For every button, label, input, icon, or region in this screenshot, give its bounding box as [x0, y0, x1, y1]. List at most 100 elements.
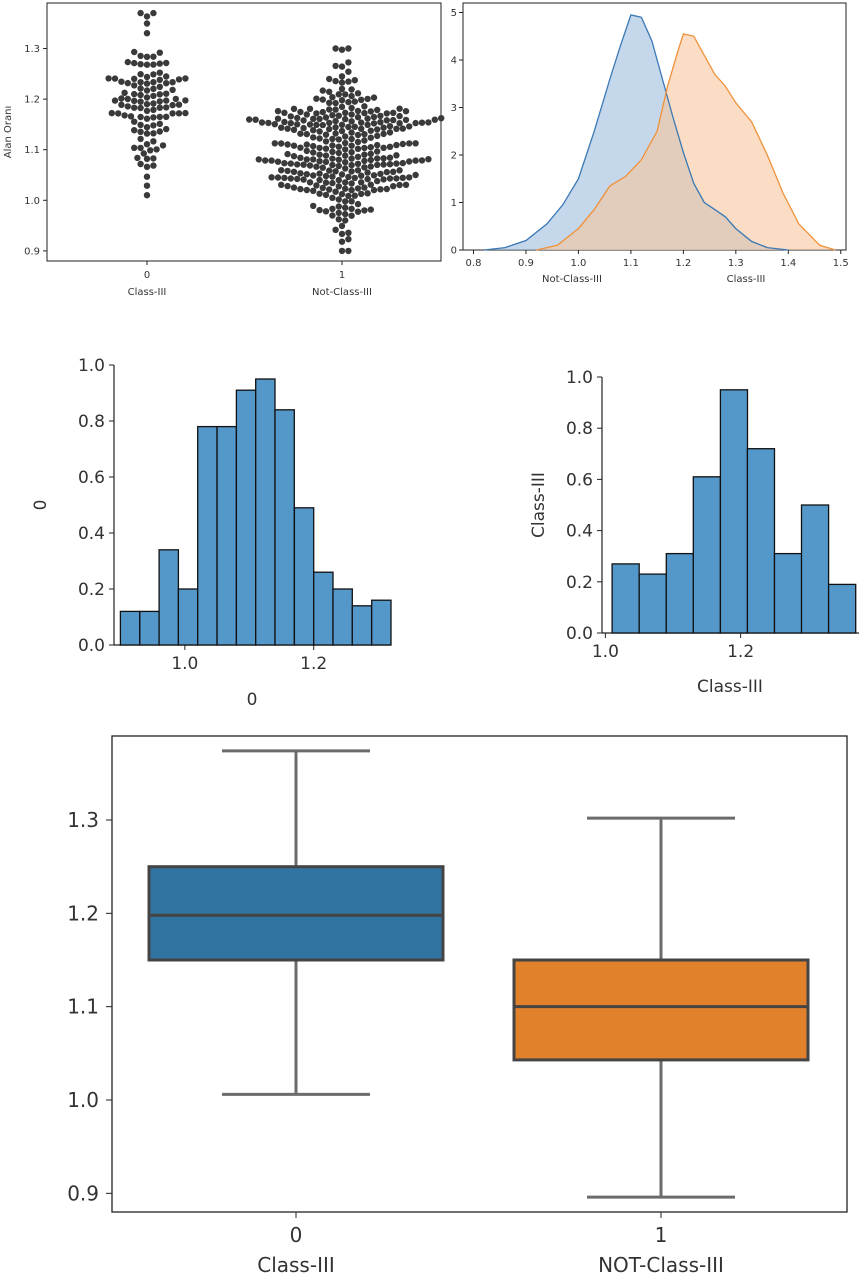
swarm-point	[156, 49, 163, 56]
swarm-point	[354, 131, 362, 139]
swarm-point	[332, 188, 339, 195]
swarm-point	[131, 127, 138, 134]
swarm-point	[367, 163, 374, 170]
hist1-y-tick-label: 0.6	[566, 470, 593, 490]
swarm-point	[393, 175, 400, 182]
swarm-point	[163, 125, 170, 133]
hist1-y-axis-label: Class-III	[529, 472, 549, 538]
swarm-point	[322, 172, 330, 180]
swarm-point	[412, 171, 419, 179]
swarm-point	[131, 75, 138, 83]
swarm-point	[342, 91, 349, 98]
swarm-point	[306, 179, 314, 186]
swarm-point	[345, 247, 352, 255]
swarm-point	[370, 120, 378, 127]
kde-line-not-class-iii	[483, 14, 789, 251]
swarm-point	[303, 147, 310, 155]
swarm-point	[156, 69, 163, 76]
kde-y-tick-label: 0	[451, 246, 457, 257]
swarm-point	[281, 109, 288, 117]
swarm-point	[150, 53, 157, 60]
swarm-point	[367, 127, 374, 134]
swarm-point	[399, 125, 406, 132]
swarm-point	[281, 118, 288, 126]
swarm-point	[348, 86, 355, 93]
swarm-point	[358, 96, 365, 104]
swarm-y-tick-label: 1.1	[24, 145, 40, 156]
swarm-point	[358, 179, 365, 186]
swarm-point	[150, 162, 157, 169]
hist1-x-tick-label: 1.0	[592, 642, 619, 662]
swarm-point	[326, 88, 333, 96]
swarm-point	[143, 115, 151, 122]
swarm-point	[143, 182, 151, 189]
swarm-point	[361, 137, 368, 144]
swarm-point	[310, 156, 317, 163]
swarm-point	[354, 145, 362, 152]
swarm-point	[143, 53, 151, 60]
box-axes-frame	[111, 735, 848, 1213]
swarm-point	[354, 167, 362, 174]
swarm-point	[342, 109, 349, 117]
swarm-point	[316, 151, 323, 158]
swarm-point	[137, 144, 144, 152]
swarm-point	[156, 120, 163, 128]
swarm-point	[268, 174, 275, 181]
swarm-point	[290, 184, 298, 191]
swarm-point	[281, 160, 288, 167]
swarm-point	[418, 157, 426, 164]
swarm-point	[143, 73, 151, 81]
swarm-x-tick-label: 0	[144, 270, 150, 281]
swarm-point	[380, 155, 387, 162]
hist0-bar	[293, 507, 315, 646]
swarm-point	[316, 135, 323, 142]
hist0-y-tick-label: 0.0	[78, 636, 105, 656]
swarm-point	[326, 119, 333, 127]
swarm-point	[150, 155, 157, 162]
swarm-point	[332, 130, 339, 137]
swarm-point	[354, 160, 362, 167]
swarm-point	[182, 97, 189, 104]
swarm-point	[380, 130, 387, 138]
hist0-bar	[351, 605, 373, 646]
swarm-point	[303, 111, 310, 118]
swarm-point	[329, 94, 336, 101]
swarm-point	[386, 175, 394, 182]
swarm-point	[402, 108, 410, 115]
swarm-point	[361, 109, 368, 117]
swarm-point	[258, 119, 266, 126]
swarm-point	[322, 191, 330, 199]
swarm-point	[137, 71, 144, 78]
swarm-point	[338, 171, 346, 178]
swarm-point	[111, 75, 119, 82]
swarm-point	[348, 104, 355, 112]
swarm-point	[175, 101, 183, 108]
kde-area-not-class-iii	[484, 14, 789, 251]
swarm-point	[370, 172, 378, 179]
swarm-point	[284, 150, 291, 158]
swarm-point	[111, 97, 119, 104]
swarm-point	[290, 168, 298, 175]
swarm-point	[284, 141, 291, 148]
swarm-point	[310, 142, 317, 150]
swarm-point	[131, 118, 138, 125]
swarm-point	[364, 95, 371, 103]
swarm-point	[163, 90, 170, 97]
swarm-point	[342, 198, 349, 205]
swarm-point	[345, 59, 352, 66]
swarm-point	[406, 174, 413, 181]
swarm-point	[345, 78, 352, 85]
hist0-bar	[274, 409, 295, 646]
swarm-point	[287, 160, 294, 167]
swarm-point	[115, 110, 122, 117]
swarm-point	[297, 130, 304, 137]
hist1-bar	[665, 552, 695, 634]
hist0-bar	[255, 378, 276, 646]
swarm-point	[396, 105, 403, 112]
swarm-point	[284, 167, 291, 175]
swarm-point	[377, 119, 384, 126]
swarm-point	[383, 168, 390, 176]
hist0-bar	[139, 610, 160, 646]
swarm-point	[163, 104, 170, 111]
swarm-point	[294, 114, 301, 122]
